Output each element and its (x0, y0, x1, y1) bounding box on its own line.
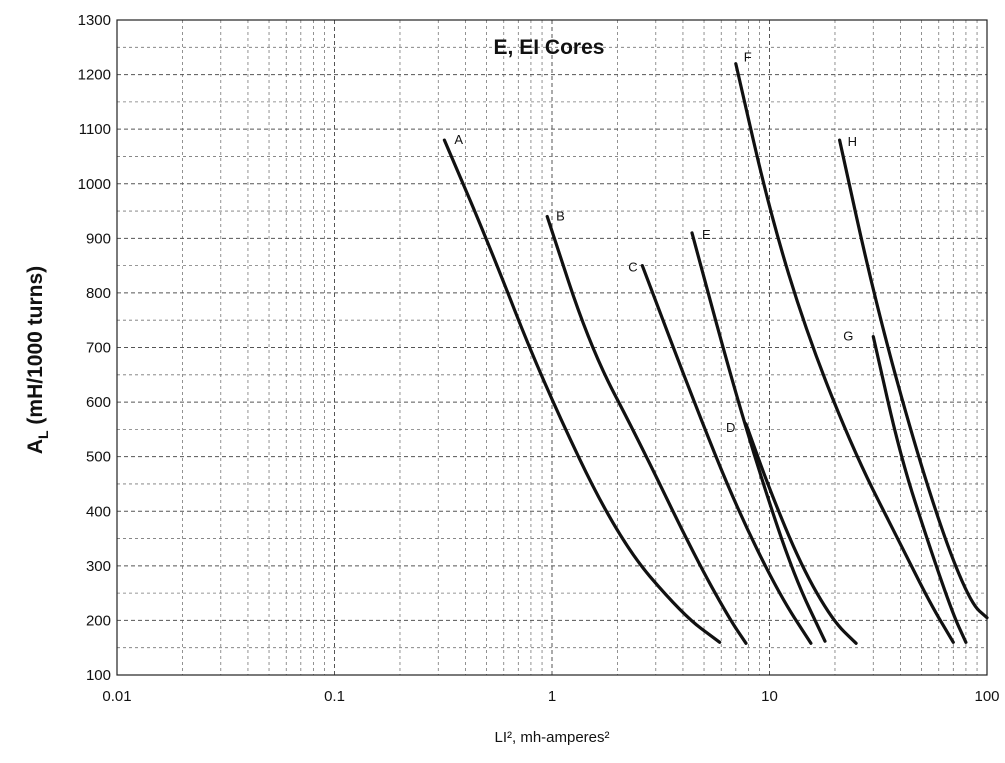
x-tick-label: 0.1 (324, 688, 345, 705)
curve-label-c: C (628, 260, 637, 275)
curve-b (545, 214, 748, 645)
x-tick-label: 1 (548, 688, 556, 705)
y-tick-label: 1200 (78, 67, 111, 84)
y-tick-label: 700 (86, 340, 111, 357)
y-tick-labels: 100 200 300 400 500 600 700 800 900 1000 1100 1200 1… (78, 12, 111, 684)
y-tick-label: 1300 (78, 12, 111, 29)
y-axis-title: AL (mH/1000 turns) (24, 266, 51, 454)
x-axis-title: LI², mh-amperes² (494, 729, 609, 746)
y-axis-title-rest: (mH/1000 turns) (24, 266, 47, 431)
curve-h (838, 138, 989, 620)
curve-d (744, 422, 858, 645)
y-tick-label: 100 (86, 667, 111, 684)
chart-title: E, EI Cores (494, 36, 605, 59)
y-tick-label: 300 (86, 558, 111, 575)
curve-label-d: D (726, 420, 735, 435)
x-tick-labels: 0.01 0.1 1 10 100 (102, 688, 999, 705)
curve-label-g: G (843, 329, 853, 344)
curve-label-b: B (556, 209, 565, 224)
y-tick-label: 800 (86, 285, 111, 302)
curve-labels: A B C E D F G H (454, 50, 857, 435)
curve-f (734, 62, 955, 644)
y-tick-label: 900 (86, 230, 111, 247)
y-tick-label: 1100 (79, 121, 111, 138)
y-tick-label: 200 (86, 612, 111, 629)
curve-a (442, 138, 722, 644)
grid (117, 20, 987, 675)
y-tick-label: 400 (86, 503, 111, 520)
x-tick-label: 100 (974, 688, 999, 705)
curves (442, 62, 989, 645)
curve-label-a: A (454, 132, 463, 147)
curve-label-h: H (848, 134, 857, 149)
y-tick-label: 500 (86, 449, 111, 466)
x-tick-label: 10 (761, 688, 778, 705)
curve-g (871, 335, 968, 644)
y-tick-label: 600 (86, 394, 111, 411)
plot-frame (116, 19, 988, 676)
curve-e (690, 231, 827, 643)
curve-label-f: F (744, 50, 752, 65)
y-tick-label: 1000 (78, 176, 111, 193)
y-axis-title-sub: L (35, 430, 51, 439)
curve-c (640, 264, 813, 645)
curve-label-e: E (702, 227, 711, 242)
x-tick-label: 0.01 (102, 688, 131, 705)
y-axis-title-main: A (24, 439, 47, 454)
